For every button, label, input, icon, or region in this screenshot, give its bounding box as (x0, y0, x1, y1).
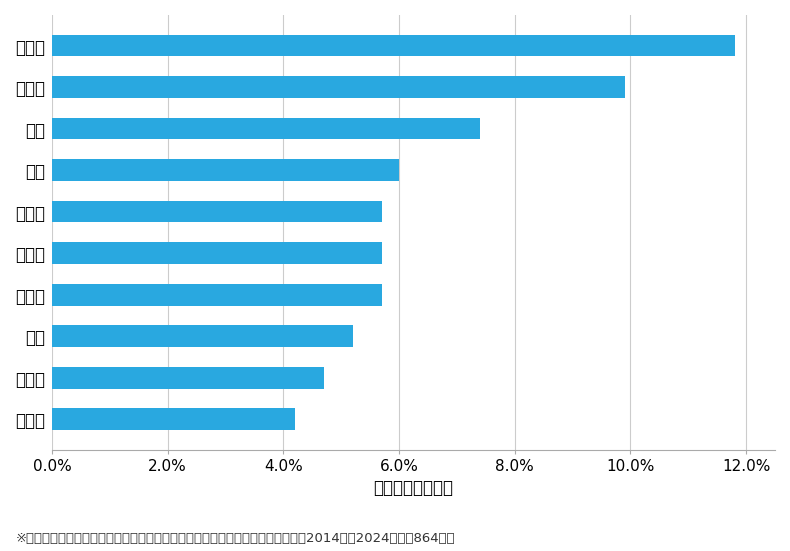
Bar (52, 242, 382, 264)
Bar (52, 326, 353, 347)
Bar (52, 408, 295, 430)
Bar (52, 201, 382, 223)
Bar (52, 118, 480, 139)
Bar (52, 159, 399, 181)
Bar (52, 76, 625, 98)
Bar (52, 367, 324, 388)
Text: ※弊社受付の案件を対象に、受付時に市区町村の回答があったものを集計（期間2014年～2024年、計864件）: ※弊社受付の案件を対象に、受付時に市区町村の回答があったものを集計（期間2014… (16, 532, 455, 545)
Bar (52, 284, 382, 305)
Bar (52, 35, 735, 56)
X-axis label: 件数の割合（％）: 件数の割合（％） (374, 479, 453, 498)
